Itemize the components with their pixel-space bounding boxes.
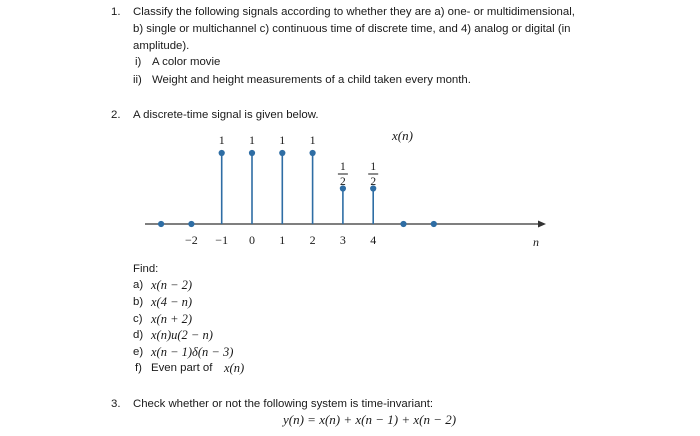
find-label: Find: <box>133 263 159 275</box>
stem-point <box>370 185 377 192</box>
x-axis-arrow <box>538 220 546 228</box>
tick-label: −1 <box>215 233 228 247</box>
fraction-denominator: 2 <box>340 176 346 188</box>
part-d-expr: x(n)u(2 − n) <box>151 328 213 342</box>
half-fraction-label: 12 <box>368 161 379 188</box>
q3-equation: y(n) = x(n) + x(n − 1) + x(n − 2) <box>283 412 457 427</box>
part-b-expr: x(4 − n) <box>151 295 193 309</box>
q2-text: A discrete-time signal is given below. <box>133 109 319 121</box>
part-f-text: Even part of <box>151 362 213 374</box>
chart-title: x(n) <box>391 128 413 143</box>
tick-label: 3 <box>340 233 346 247</box>
q1-item-ii-text: Weight and height measurements of a chil… <box>152 74 471 86</box>
part-a-label: a) <box>133 279 144 291</box>
q1-item-ii-label: ii) <box>133 74 142 86</box>
value-label: 1 <box>310 133 316 147</box>
part-b-label: b) <box>133 296 144 308</box>
stem-point <box>279 149 286 157</box>
tick-label: −2 <box>185 233 198 247</box>
q1-line-1: Classify the following signals according… <box>133 6 575 18</box>
fraction-numerator: 1 <box>340 161 346 173</box>
q1-item-i-text: A color movie <box>152 56 221 68</box>
half-fraction-label: 12 <box>337 161 348 188</box>
part-e-expr: x(n − 1)δ(n − 3) <box>151 345 234 359</box>
part-f-label: f) <box>135 362 142 374</box>
tick-label-group: −2 −1 0 1 2 3 4 <box>185 233 376 247</box>
q1-item-i-label: i) <box>135 56 142 68</box>
stem-point <box>430 220 437 228</box>
tick-label: 4 <box>370 233 376 247</box>
q3-text: Check whether or not the following syste… <box>133 398 434 410</box>
stem-point <box>339 185 346 192</box>
q3-number: 3. <box>111 398 121 410</box>
stem-point <box>309 149 316 157</box>
q1-line-2: b) single or multichannel c) continuous … <box>133 23 571 35</box>
value-label: 1 <box>249 133 255 147</box>
tick-label: 0 <box>249 233 255 247</box>
fraction-numerator: 1 <box>370 161 376 173</box>
stem-point <box>248 149 256 157</box>
stem-point <box>188 220 195 228</box>
part-f-expr: x(n) <box>224 361 245 375</box>
q1-number: 1. <box>111 6 121 18</box>
value-label: 1 <box>219 133 225 147</box>
part-e-label: e) <box>133 346 144 358</box>
part-d-label: d) <box>133 329 144 341</box>
tick-label: 1 <box>279 233 285 247</box>
stem-point <box>400 220 407 228</box>
part-a-expr: x(n − 2) <box>151 278 193 292</box>
fraction-denominator: 2 <box>370 176 376 188</box>
q2-number: 2. <box>111 109 121 121</box>
part-c-label: c) <box>133 313 143 325</box>
value-label: 1 <box>279 133 285 147</box>
tick-label: 2 <box>310 233 316 247</box>
stem-point <box>218 149 225 157</box>
q1-line-3: amplitude). <box>133 40 190 52</box>
stem-point <box>158 220 165 228</box>
x-axis-label: n <box>533 235 539 249</box>
part-c-expr: x(n + 2) <box>151 312 193 326</box>
